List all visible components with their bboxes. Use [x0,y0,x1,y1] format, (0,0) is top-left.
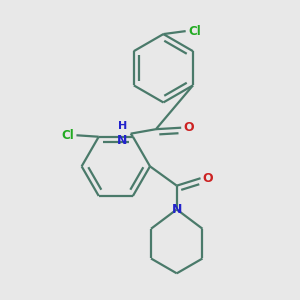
Text: N: N [117,134,128,147]
Text: H: H [118,121,128,131]
Text: Cl: Cl [188,25,201,38]
Text: O: O [202,172,213,185]
Text: Cl: Cl [61,129,74,142]
Text: O: O [183,121,194,134]
Text: N: N [172,203,182,216]
